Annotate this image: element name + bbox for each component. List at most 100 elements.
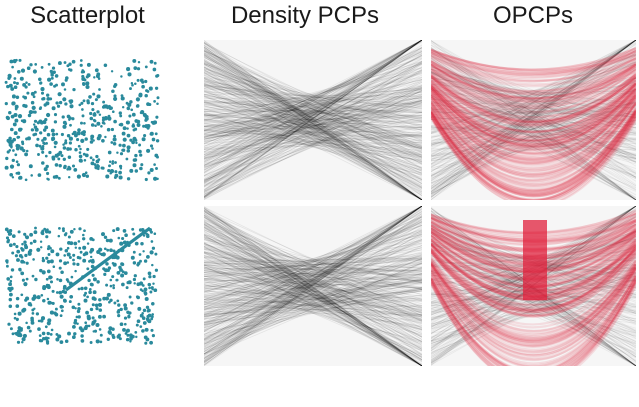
- scatter-point: [149, 290, 153, 294]
- scatter-point: [111, 160, 115, 163]
- scatter-point: [144, 65, 148, 69]
- scatter-point: [67, 175, 71, 179]
- scatter-point: [147, 271, 152, 276]
- scatter-point: [64, 139, 68, 142]
- scatter-point: [93, 76, 96, 79]
- scatter-point: [102, 314, 106, 319]
- scatter-point: [140, 227, 145, 232]
- scatter-point: [108, 238, 113, 243]
- linear-structure-line: [65, 226, 151, 292]
- scatter-point: [13, 112, 18, 118]
- scatter-point: [57, 176, 61, 180]
- scatter-point: [62, 124, 67, 129]
- scatter-point: [11, 332, 15, 336]
- scatter-point: [142, 113, 147, 117]
- scatter-point: [142, 124, 146, 128]
- scatter-point: [11, 65, 14, 69]
- scatter-point: [55, 291, 59, 294]
- scatter-point: [79, 250, 83, 254]
- scatter-point: [12, 95, 16, 99]
- scatter-point: [21, 242, 24, 246]
- scatter-point: [80, 70, 84, 74]
- scatter-point: [7, 286, 11, 291]
- scatter-point: [120, 75, 123, 78]
- scatter-point: [67, 155, 72, 160]
- scatter-point: [113, 301, 117, 305]
- scatter-point: [69, 229, 74, 234]
- scatter-point: [152, 282, 155, 285]
- scatter-point: [132, 232, 136, 236]
- scatter-point: [18, 58, 22, 62]
- scatter-point: [37, 327, 41, 331]
- scatter-point: [62, 229, 65, 233]
- scatter-point: [134, 82, 137, 85]
- scatter-point: [71, 117, 75, 121]
- scatter-point: [10, 145, 13, 148]
- scatter-point: [86, 73, 91, 78]
- scatter-point: [30, 128, 35, 132]
- scatter-point: [144, 93, 148, 98]
- scatter-point: [49, 97, 53, 101]
- scatter-point: [47, 245, 51, 249]
- scatter-point: [85, 84, 90, 90]
- scatter-point: [19, 127, 23, 131]
- scatter-point: [45, 164, 49, 169]
- scatter-point: [74, 147, 78, 152]
- scatter-point: [61, 305, 64, 309]
- scatter-point: [155, 115, 159, 119]
- scatter-point: [31, 308, 35, 312]
- scatter-point: [131, 83, 134, 87]
- scatter-point: [90, 134, 95, 139]
- scatter-point: [89, 341, 93, 344]
- scatter-point: [8, 297, 13, 302]
- scatter-point: [66, 252, 71, 257]
- scatter-point: [41, 331, 46, 336]
- scatter-point: [96, 94, 101, 99]
- scatter-point: [46, 331, 50, 336]
- scatter-point: [68, 256, 72, 259]
- scatter-point: [57, 61, 62, 66]
- opcp-red-band: [431, 47, 636, 200]
- scatter-point: [68, 300, 72, 304]
- scatter-point: [125, 101, 129, 105]
- scatter-point: [142, 277, 146, 281]
- scatter-point: [66, 147, 70, 151]
- scatter-point: [141, 312, 144, 315]
- scatter-point: [99, 333, 103, 337]
- scatter-point: [109, 248, 113, 253]
- scatter-point: [125, 120, 130, 125]
- scatter-point: [90, 283, 94, 287]
- scatter-point: [129, 340, 132, 343]
- scatter-point: [154, 132, 158, 136]
- scatter-point: [129, 333, 133, 338]
- scatter-point: [62, 298, 67, 302]
- scatter-point: [52, 70, 56, 75]
- scatter-point: [126, 67, 131, 72]
- scatter-point: [112, 229, 116, 233]
- scatter-point: [136, 319, 141, 324]
- scatter-point: [123, 316, 128, 320]
- scatter-point: [20, 68, 26, 73]
- scatter-point: [122, 327, 126, 332]
- scatter-point: [128, 114, 132, 118]
- scatter-point: [104, 135, 107, 139]
- scatter-point: [134, 241, 139, 246]
- scatter-point: [11, 251, 15, 255]
- scatter-point: [42, 286, 47, 291]
- scatter-point: [142, 321, 147, 325]
- scatter-point: [151, 263, 154, 267]
- scatter-point: [57, 157, 61, 161]
- scatter-point: [118, 175, 123, 180]
- scatter-point: [34, 226, 37, 230]
- opcp-gray-lines: [431, 40, 636, 200]
- scatter-point: [91, 303, 95, 307]
- scatter-point: [83, 326, 88, 331]
- scatter-point: [21, 308, 26, 313]
- scatter-point: [56, 278, 59, 281]
- scatter-point: [62, 146, 67, 150]
- scatterplot-row1: [4, 58, 160, 182]
- scatter-point: [148, 286, 151, 290]
- scatter-point: [101, 232, 105, 237]
- scatter-point: [59, 340, 64, 344]
- scatter-point: [153, 61, 157, 65]
